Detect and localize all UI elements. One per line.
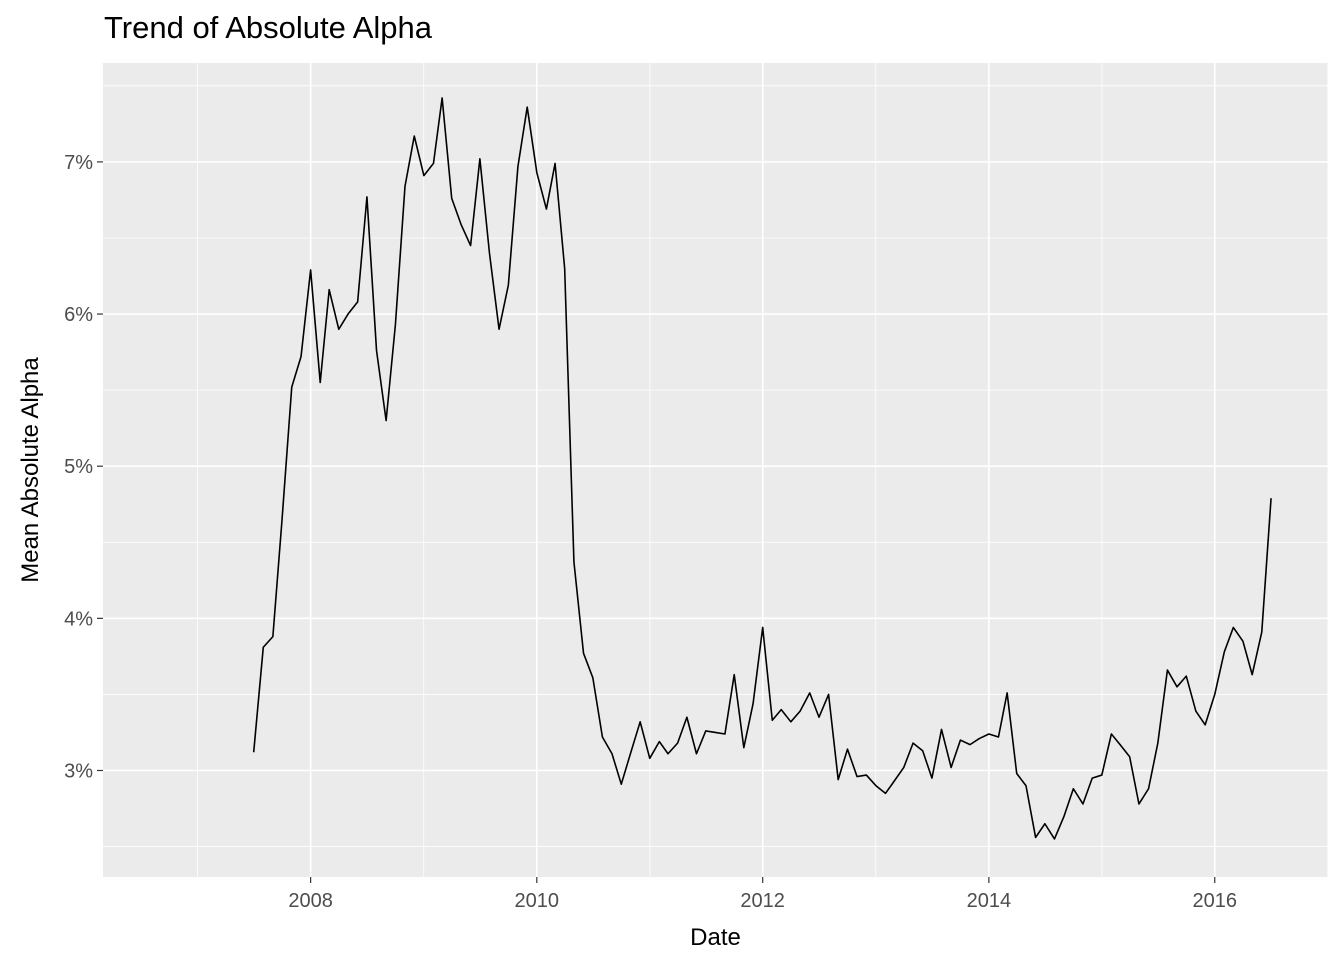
y-axis-title: Mean Absolute Alpha: [17, 357, 44, 583]
x-tick-label: 2016: [1193, 890, 1238, 912]
minor-gridlines: [103, 63, 1329, 877]
x-tick-label: 2012: [740, 890, 785, 912]
x-tick-label: 2010: [515, 890, 560, 912]
major-gridlines: [103, 63, 1328, 877]
y-tick-label: 5%: [64, 456, 93, 478]
plot-panel: [103, 63, 1328, 877]
y-tick-label: 4%: [64, 608, 93, 630]
series-layer: [252, 97, 1272, 840]
axis-ticks: [97, 161, 1216, 883]
x-tick-label: 2008: [288, 890, 333, 912]
x-axis-tick-labels: 2008 2010 2012 2014 2016: [288, 890, 1237, 912]
y-axis-tick-labels: 3% 4% 5% 6% 7%: [64, 152, 93, 783]
chart-title: Trend of Absolute Alpha: [104, 10, 433, 45]
y-tick-label: 3%: [64, 760, 93, 782]
y-tick-label: 7%: [64, 152, 93, 174]
y-tick-label: 6%: [64, 304, 93, 326]
series-line: [252, 97, 1272, 840]
x-tick-label: 2014: [967, 890, 1012, 912]
x-axis-title: Date: [690, 924, 741, 951]
